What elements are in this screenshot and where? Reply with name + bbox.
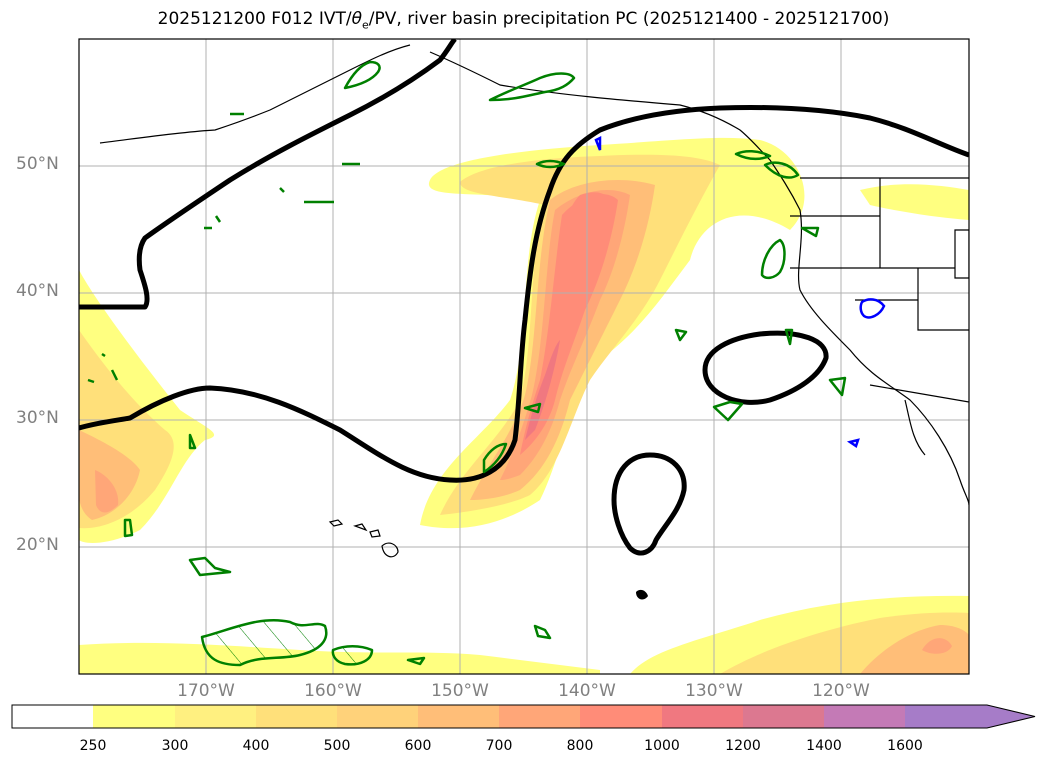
colorbar-swatch-1200 bbox=[743, 705, 824, 728]
colorbar-swatch-300 bbox=[175, 705, 256, 728]
colorbar-swatch-1600 bbox=[905, 705, 987, 728]
coastlines bbox=[99, 44, 969, 506]
colorbar-label-800: 800 bbox=[566, 738, 594, 754]
colorbar-swatch-400 bbox=[256, 705, 337, 728]
lon-label-120w: 120°W bbox=[812, 681, 870, 701]
colorbar-swatch-250 bbox=[93, 705, 175, 728]
theta-e-contours bbox=[79, 39, 969, 556]
ivt-shading-atmospheric-river bbox=[420, 137, 805, 529]
map-title: 2025121200 F012 IVT/θe/PV, river basin p… bbox=[157, 9, 890, 32]
lon-label-170w: 170°W bbox=[177, 681, 235, 701]
colorbar-extend-arrow bbox=[987, 705, 1035, 728]
colorbar-swatch-700 bbox=[499, 705, 580, 728]
lon-label-160w: 160°W bbox=[304, 681, 362, 701]
island-marker bbox=[636, 589, 648, 600]
colorbar-swatch-1000 bbox=[662, 705, 743, 728]
lon-label-140w: 140°W bbox=[558, 681, 616, 701]
colorbar-label-600: 600 bbox=[404, 738, 432, 754]
lon-label-130w: 130°W bbox=[685, 681, 743, 701]
colorbar-label-250: 250 bbox=[79, 738, 107, 754]
lat-label-40n: 40°N bbox=[16, 281, 59, 301]
colorbar-swatch-800 bbox=[580, 705, 662, 728]
colorbar-label-1000: 1000 bbox=[644, 738, 680, 754]
colorbar-swatch-1400 bbox=[824, 705, 905, 728]
colorbar-label-1600: 1600 bbox=[887, 738, 923, 754]
colorbar-label-1200: 1200 bbox=[725, 738, 761, 754]
pv-contours bbox=[87, 60, 847, 667]
map-frame bbox=[78, 38, 970, 675]
colorbar-swatch-500 bbox=[337, 705, 418, 728]
colorbar-label-300: 300 bbox=[161, 738, 189, 754]
lat-label-50n: 50°N bbox=[16, 154, 59, 174]
colorbar-swatch-600 bbox=[418, 705, 499, 728]
colorbar-label-500: 500 bbox=[323, 738, 351, 754]
lat-label-30n: 30°N bbox=[16, 408, 59, 428]
colorbar bbox=[11, 704, 1036, 729]
colorbar-label-400: 400 bbox=[242, 738, 270, 754]
lon-label-150w: 150°W bbox=[431, 681, 489, 701]
precip-contours bbox=[594, 135, 886, 448]
colorbar-label-1400: 1400 bbox=[806, 738, 842, 754]
colorbar-label-700: 700 bbox=[485, 738, 513, 754]
gridlines bbox=[79, 39, 969, 674]
lat-label-20n: 20°N bbox=[16, 535, 59, 555]
hawaii-islands bbox=[328, 519, 399, 558]
